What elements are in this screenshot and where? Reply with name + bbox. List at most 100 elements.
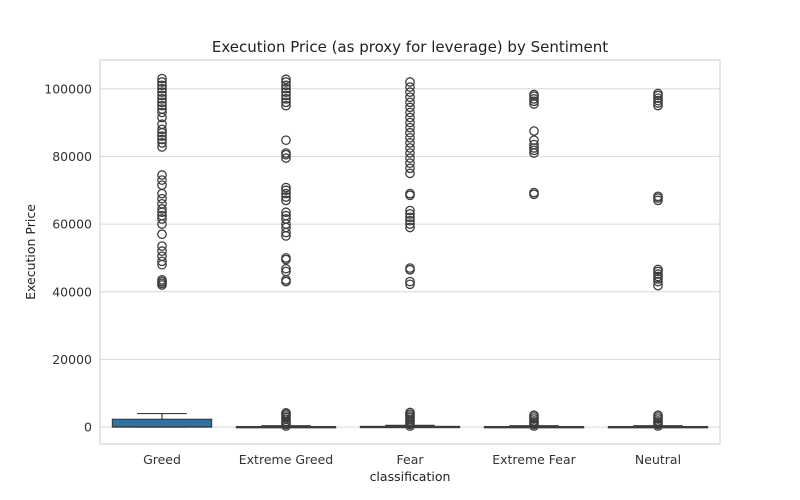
outlier-point — [281, 97, 291, 108]
outlier-point — [529, 410, 539, 421]
outlier-point — [281, 135, 291, 146]
y-tick-label: 0 — [84, 420, 92, 435]
x-axis-ticks: Greed Extreme Greed Fear Extreme Fear Neutra… — [143, 452, 681, 467]
iqr-box — [111, 418, 213, 428]
outlier-point — [281, 77, 291, 87]
outlier-point — [157, 77, 167, 87]
outlier-point — [281, 74, 291, 85]
outlier-point — [405, 276, 415, 287]
outlier-point — [405, 127, 415, 138]
outlier-point — [281, 210, 291, 221]
outlier-point — [157, 80, 167, 91]
outlier-point — [405, 148, 415, 158]
outlier-point — [281, 87, 291, 97]
outlier-point — [157, 134, 167, 145]
outlier-point — [653, 100, 663, 111]
outlier-point — [405, 122, 415, 133]
y-tick-label: 40000 — [52, 284, 92, 299]
outlier-point — [157, 107, 167, 118]
outlier-point — [157, 142, 167, 152]
outlier-point — [405, 82, 415, 92]
outlier-point — [281, 90, 291, 101]
x-tick-label: Greed — [143, 452, 181, 467]
outlier-point — [653, 280, 663, 291]
y-tick-label: 100000 — [44, 81, 92, 96]
outlier-point — [405, 117, 415, 128]
plot-frame — [99, 59, 721, 445]
outlier-point — [281, 83, 291, 94]
y-axis-ticks: 0 20000 40000 60000 80000 100000 — [44, 81, 92, 434]
x-axis-label: classification — [370, 469, 451, 484]
outlier-point — [281, 94, 291, 104]
outlier-point — [157, 256, 167, 267]
outlier-point — [281, 408, 291, 418]
outlier-point — [281, 80, 291, 91]
outlier-point — [529, 139, 539, 150]
outlier-point — [281, 153, 291, 163]
outlier-point — [157, 97, 167, 108]
outlier-point — [405, 168, 415, 179]
outlier-points — [157, 73, 663, 431]
x-tick-label: Neutral — [635, 452, 681, 467]
y-tick-label: 20000 — [52, 352, 92, 367]
outlier-point — [157, 246, 167, 257]
outlier-point — [157, 175, 167, 185]
outlier-point — [157, 229, 167, 240]
outlier-point — [405, 102, 415, 113]
outlier-point — [281, 266, 291, 277]
outlier-point — [157, 170, 167, 180]
outlier-point — [653, 276, 663, 287]
outlier-point — [157, 87, 167, 97]
outlier-point — [405, 112, 415, 123]
outlier-point — [157, 138, 167, 148]
outlier-point — [653, 93, 663, 104]
chart-title: Execution Price (as proxy for leverage) … — [212, 38, 608, 56]
outlier-point — [405, 97, 415, 108]
outlier-point — [281, 263, 291, 274]
outlier-point — [157, 198, 167, 209]
outlier-point — [405, 92, 415, 103]
plot-area — [100, 60, 720, 444]
outlier-point — [405, 138, 415, 148]
outlier-point — [281, 100, 291, 111]
outlier-point — [529, 187, 539, 198]
outlier-point — [281, 188, 291, 199]
outlier-point — [529, 89, 539, 100]
outlier-point — [281, 207, 291, 218]
outlier-point — [281, 253, 291, 263]
outlier-point — [157, 214, 167, 224]
y-tick-label: 60000 — [52, 217, 92, 232]
outlier-point — [653, 88, 663, 99]
outlier-point — [157, 124, 167, 135]
outlier-point — [653, 269, 663, 280]
outlier-point — [405, 87, 415, 97]
outlier-point — [653, 264, 663, 275]
outlier-point — [653, 191, 663, 202]
outlier-point — [405, 407, 415, 418]
x-tick-label: Extreme Fear — [492, 452, 576, 467]
outlier-point — [653, 410, 663, 421]
outlier-point — [157, 180, 167, 191]
outlier-point — [405, 215, 415, 226]
outlier-point — [157, 131, 167, 141]
outlier-point — [157, 275, 167, 285]
outlier-point — [157, 251, 167, 262]
outlier-point — [405, 188, 415, 199]
outlier-point — [157, 73, 167, 84]
outlier-point — [157, 193, 167, 204]
outlier-point — [405, 132, 415, 143]
outlier-point — [281, 214, 291, 224]
outlier-point — [405, 77, 415, 87]
outlier-point — [405, 219, 415, 229]
outlier-point — [157, 83, 167, 94]
outlier-point — [529, 126, 539, 136]
outlier-point — [405, 209, 415, 219]
outlier-point — [157, 94, 167, 104]
outlier-point — [157, 241, 167, 251]
x-tick-label: Extreme Greed — [239, 452, 333, 467]
outlier-point — [157, 90, 167, 101]
y-axis-label: Execution Price — [23, 204, 38, 300]
outlier-point — [405, 158, 415, 169]
box-greed — [111, 412, 213, 428]
